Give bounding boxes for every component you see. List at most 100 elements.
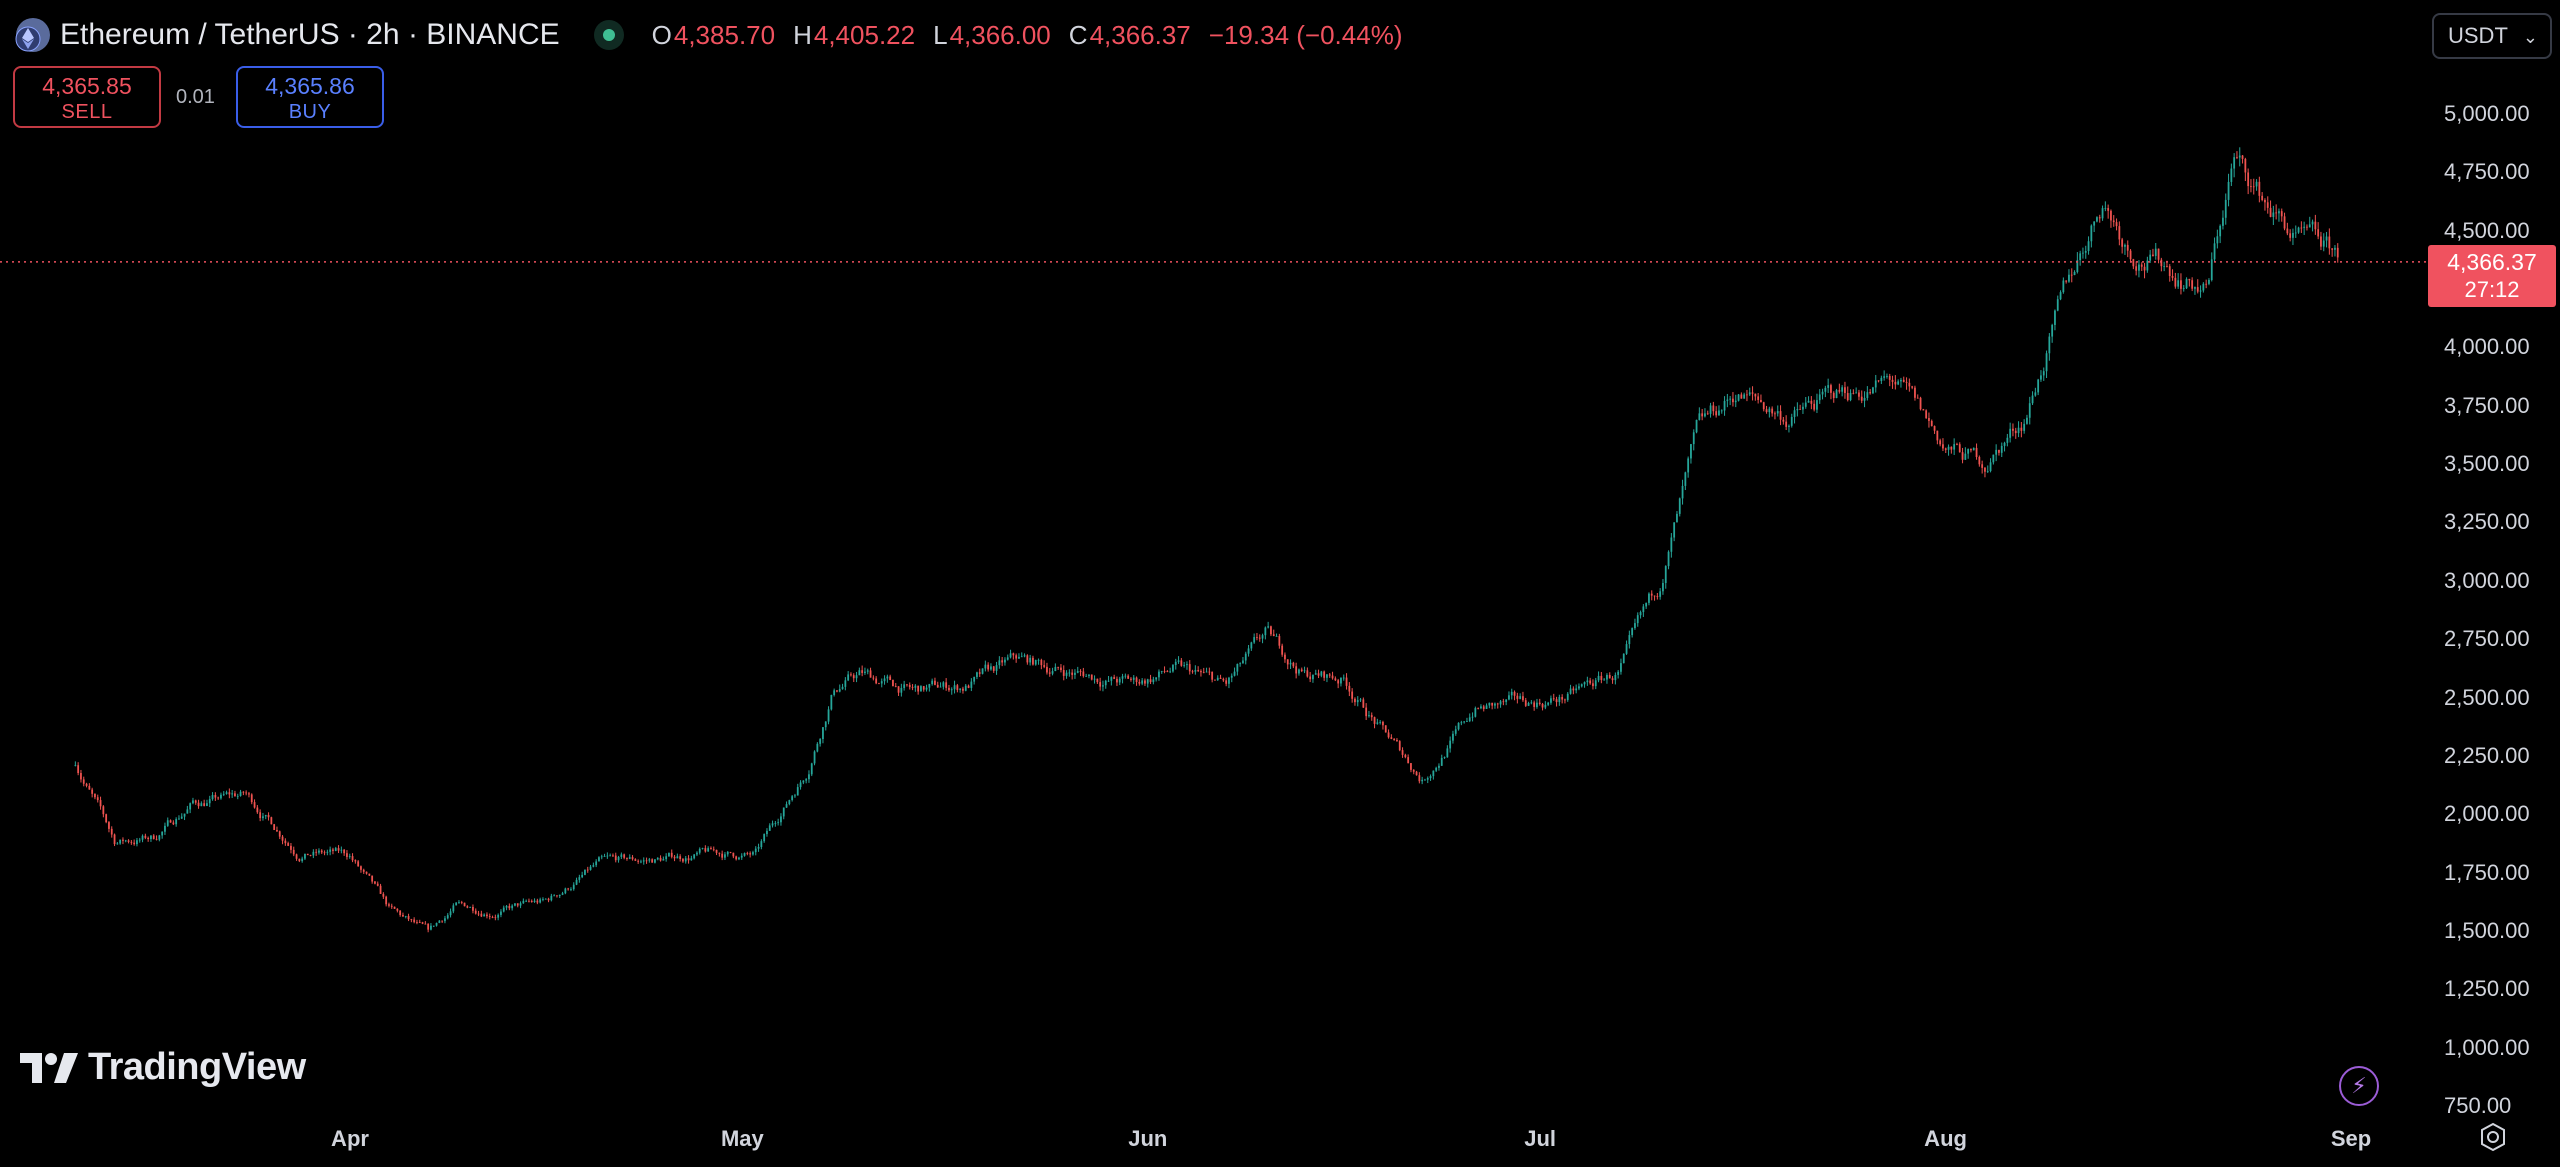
- candle-body: [1253, 637, 1256, 643]
- candle-body: [183, 813, 186, 817]
- candle-body: [654, 859, 656, 863]
- low-value: 4,366.00: [949, 19, 1051, 50]
- candle-body: [194, 800, 197, 803]
- candle-body: [1250, 642, 1253, 649]
- candle-body: [1891, 379, 1894, 382]
- candle-body: [707, 848, 710, 852]
- symbol-title[interactable]: Ethereum / TetherUS · 2h · BINANCE: [60, 18, 560, 51]
- candle-body: [743, 853, 746, 856]
- candle-body: [1306, 670, 1309, 677]
- candle-body: [2140, 264, 2143, 267]
- candle-body: [645, 860, 648, 862]
- candle-body: [256, 807, 259, 813]
- candle-body: [1967, 449, 1970, 454]
- candle-body: [1589, 680, 1592, 684]
- buy-button[interactable]: 4,365.86 BUY: [236, 66, 384, 128]
- candle-body: [2196, 287, 2199, 292]
- currency-select[interactable]: USDT ⌄: [2432, 13, 2552, 59]
- candle-body: [1264, 627, 1267, 636]
- candle-body: [2121, 239, 2124, 247]
- candle-body: [1270, 626, 1272, 635]
- market-status-dot[interactable]: [593, 20, 624, 50]
- candle-body: [80, 773, 82, 780]
- candle-body: [1771, 408, 1774, 414]
- candle-body: [1354, 698, 1356, 703]
- candle-body: [861, 670, 864, 673]
- candle-body: [1166, 671, 1169, 672]
- candle-body: [1261, 635, 1264, 639]
- candle-body: [1037, 659, 1040, 661]
- candle-body: [813, 751, 816, 764]
- candle-body: [1488, 702, 1491, 706]
- candle-body: [1513, 691, 1516, 696]
- candle-body: [1012, 653, 1015, 656]
- candle-body: [1561, 697, 1564, 700]
- candle-body: [1146, 679, 1149, 684]
- candle-body: [301, 858, 304, 862]
- candle-body: [1788, 425, 1790, 427]
- candle-body: [1673, 522, 1676, 538]
- candle-body: [1530, 702, 1533, 704]
- candle-body: [1684, 472, 1687, 486]
- candle-body: [584, 869, 586, 875]
- candle-body: [1804, 402, 1807, 407]
- candle-body: [1415, 771, 1418, 776]
- candle-body: [1382, 721, 1384, 726]
- candle-body: [2034, 392, 2037, 396]
- candle-body: [410, 919, 413, 920]
- candle-body: [458, 901, 460, 903]
- candle-body: [1785, 421, 1788, 427]
- candle-body: [1793, 410, 1796, 417]
- candle-body: [1029, 657, 1032, 663]
- candle-body: [236, 795, 239, 797]
- candle-body: [2210, 259, 2213, 280]
- candle-body: [1807, 400, 1810, 403]
- candle-body: [1704, 413, 1706, 417]
- candle-body: [1135, 677, 1138, 682]
- candle-body: [1650, 593, 1653, 596]
- candle-body: [1544, 704, 1547, 708]
- candle-body: [483, 914, 486, 917]
- candle-body: [1393, 738, 1396, 741]
- candle-body: [1188, 664, 1191, 672]
- spread-value: 0.01: [176, 86, 215, 108]
- candle-body: [108, 822, 110, 829]
- candle-body: [1729, 398, 1732, 400]
- candle-body: [1790, 416, 1793, 426]
- candle-body: [1838, 390, 1841, 392]
- tradingview-logo[interactable]: TradingView: [20, 1046, 306, 1089]
- ethereum-icon[interactable]: [14, 16, 52, 54]
- candle-body: [2194, 287, 2196, 289]
- candle-body: [1200, 671, 1202, 673]
- candle-body: [992, 666, 995, 671]
- price-tick-label: 1,500.00: [2444, 917, 2530, 943]
- candle-body: [2219, 225, 2222, 237]
- candle-body: [1407, 757, 1410, 764]
- lightning-icon[interactable]: ⚡: [2339, 1066, 2379, 1106]
- candle-body: [1732, 398, 1734, 403]
- high-value: 4,405.22: [813, 19, 916, 50]
- gear-icon[interactable]: [2478, 1122, 2508, 1152]
- candle-body: [2213, 243, 2216, 260]
- candle-body: [1034, 660, 1037, 665]
- candle-body: [2266, 202, 2269, 208]
- bar-countdown: 27:12: [2464, 277, 2520, 302]
- candle-body: [2132, 259, 2135, 267]
- sell-button[interactable]: 4,365.85 SELL: [13, 66, 161, 128]
- candle-body: [1216, 677, 1219, 681]
- candle-body: [544, 898, 547, 900]
- candle-body: [2160, 259, 2163, 267]
- candle-body: [1214, 679, 1216, 681]
- candle-body: [1494, 703, 1496, 706]
- candle-body: [2031, 395, 2034, 404]
- candle-body: [1099, 682, 1102, 687]
- candle-body: [1754, 393, 1757, 397]
- open-value: 4,385.70: [673, 19, 776, 50]
- candle-body: [1874, 380, 1877, 388]
- candle-body: [1314, 673, 1317, 675]
- candle-body: [1810, 400, 1813, 404]
- candle-body: [1149, 679, 1152, 683]
- candle-body: [1466, 721, 1468, 722]
- candle-body: [222, 793, 225, 795]
